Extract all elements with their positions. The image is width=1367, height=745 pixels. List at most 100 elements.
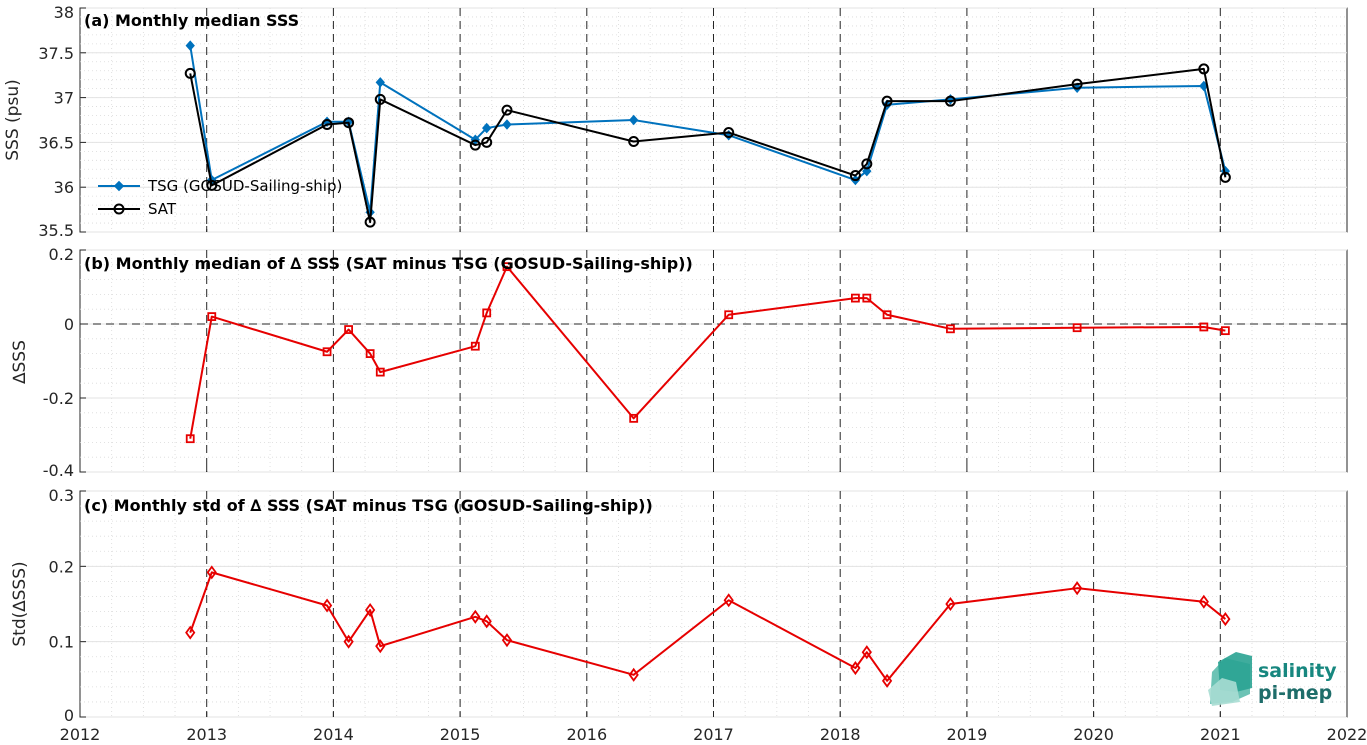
data-point-circle bbox=[723, 127, 735, 139]
x-tick-label: 2020 bbox=[1073, 725, 1114, 744]
data-point-square bbox=[482, 308, 492, 318]
data-point-diamond bbox=[365, 602, 376, 618]
data-point-square bbox=[322, 347, 332, 357]
data-point-circle bbox=[944, 95, 956, 107]
panel-c-title: (c) Monthly std of ∆ SSS (SAT minus TSG … bbox=[84, 496, 653, 515]
panel-c-grid bbox=[79, 490, 1348, 718]
x-tick-label: 2022 bbox=[1327, 725, 1367, 744]
panel-b-grid bbox=[79, 249, 1348, 473]
y-tick-label: 0 bbox=[64, 706, 74, 725]
panel-b-yticks: -0.4 -0.2 0 0.2 bbox=[43, 245, 86, 480]
data-point-circle bbox=[861, 158, 873, 170]
y-tick-label: 35.5 bbox=[38, 221, 74, 240]
logo-wave-icon bbox=[1208, 652, 1252, 706]
panel-a-series bbox=[184, 40, 1231, 228]
panel-c-series bbox=[185, 565, 1231, 688]
panel-b-title: (b) Monthly median of ∆ SSS (SAT minus T… bbox=[84, 254, 693, 273]
legend-sat-marker bbox=[113, 203, 125, 215]
data-point-diamond bbox=[321, 598, 333, 613]
panel-a-yticks: 35.5 36 36.5 37 37.5 38 bbox=[38, 3, 86, 240]
data-point-circle bbox=[481, 136, 493, 148]
data-point-square bbox=[724, 310, 734, 320]
series-line bbox=[189, 571, 1226, 682]
legend: TSG (GOSUD-Sailing-ship) SAT bbox=[98, 177, 342, 218]
salinity-pi-mep-logo: salinity pi-mep bbox=[1208, 652, 1337, 706]
data-point-circle bbox=[628, 136, 640, 148]
panel-b: -0.4 -0.2 0 0.2 (b) Monthly median of ∆ SSS… bbox=[10, 245, 1348, 480]
data-point-square bbox=[946, 324, 955, 334]
data-point-circle bbox=[206, 179, 218, 191]
data-point-square bbox=[365, 349, 375, 359]
data-point-circle bbox=[849, 170, 861, 182]
y-tick-label: 0.1 bbox=[49, 633, 74, 652]
panel-a-ylabel: SSS (psu) bbox=[3, 79, 23, 160]
data-point-diamond bbox=[481, 614, 492, 629]
data-point-diamond bbox=[185, 40, 195, 51]
y-tick-label: 37.5 bbox=[38, 44, 74, 63]
data-point-circle bbox=[374, 93, 386, 105]
data-point-circle bbox=[1219, 171, 1231, 183]
y-tick-label: 0.3 bbox=[49, 486, 74, 505]
data-point-diamond bbox=[1198, 594, 1209, 609]
y-tick-label: -0.4 bbox=[43, 461, 74, 480]
data-point-circle bbox=[184, 67, 196, 79]
x-tick-label: 2019 bbox=[947, 725, 988, 744]
legend-sat-label: SAT bbox=[148, 200, 177, 218]
data-point-square bbox=[862, 293, 872, 303]
y-tick-label: 36.5 bbox=[38, 133, 74, 152]
data-point-circle bbox=[881, 95, 893, 107]
panel-c-xticks: 2012 2013 2014 2015 2016 2017 2018 2019 2020 2021… bbox=[60, 725, 1367, 744]
data-point-square bbox=[882, 310, 892, 320]
data-point-diamond bbox=[945, 596, 956, 612]
y-tick-label: 38 bbox=[54, 3, 74, 22]
data-point-diamond bbox=[206, 565, 217, 580]
data-point-diamond bbox=[628, 667, 639, 682]
data-point-diamond bbox=[1072, 581, 1083, 596]
data-point-square bbox=[1072, 323, 1082, 333]
legend-tsg-label: TSG (GOSUD-Sailing-ship) bbox=[147, 177, 342, 195]
panel-b-ylabel: ∆SSS bbox=[10, 340, 30, 385]
data-point-diamond bbox=[850, 661, 861, 676]
panel-c-ylabel: Std(∆SSS) bbox=[10, 561, 30, 646]
y-tick-label: 0.2 bbox=[49, 557, 74, 576]
y-tick-label: 37 bbox=[54, 89, 74, 108]
data-point-circle bbox=[1198, 63, 1210, 75]
x-tick-label: 2012 bbox=[60, 725, 101, 744]
data-point-circle bbox=[321, 118, 333, 130]
panel-a: 35.5 36 36.5 37 37.5 38 (a) Monthly median SS… bbox=[3, 3, 1348, 240]
data-point-square bbox=[470, 341, 480, 351]
data-point-square bbox=[344, 325, 354, 334]
data-point-square bbox=[851, 293, 860, 303]
logo-line2: pi-mep bbox=[1258, 682, 1332, 704]
panel-a-title: (a) Monthly median SSS bbox=[84, 11, 299, 30]
data-point-diamond bbox=[375, 77, 385, 88]
x-tick-label: 2016 bbox=[566, 725, 607, 744]
data-point-square bbox=[1220, 326, 1230, 336]
x-tick-label: 2018 bbox=[820, 725, 861, 744]
data-point-circle bbox=[364, 216, 376, 228]
x-tick-label: 2021 bbox=[1200, 725, 1241, 744]
panel-b-series bbox=[185, 262, 1230, 444]
legend-tsg-marker bbox=[113, 180, 125, 192]
data-point-diamond bbox=[470, 609, 481, 624]
data-point-diamond bbox=[723, 593, 734, 608]
panel-c-yticks: 0 0.1 0.2 0.3 bbox=[49, 486, 86, 725]
y-tick-label: 0 bbox=[64, 315, 74, 334]
logo-line1: salinity bbox=[1258, 660, 1337, 682]
x-tick-label: 2017 bbox=[693, 725, 734, 744]
data-point-square bbox=[375, 367, 385, 377]
data-point-circle bbox=[1071, 78, 1083, 90]
data-point-circle bbox=[469, 139, 481, 151]
data-point-circle bbox=[501, 104, 513, 116]
data-point-square bbox=[629, 413, 639, 423]
data-point-square bbox=[1199, 322, 1209, 332]
data-point-diamond bbox=[343, 634, 354, 649]
y-tick-label: 36 bbox=[54, 178, 74, 197]
data-point-diamond bbox=[185, 625, 196, 640]
data-point-diamond bbox=[629, 114, 639, 126]
x-tick-label: 2015 bbox=[440, 725, 481, 744]
data-point-diamond bbox=[375, 639, 386, 654]
x-tick-label: 2014 bbox=[313, 725, 354, 744]
data-point-circle bbox=[343, 117, 355, 129]
